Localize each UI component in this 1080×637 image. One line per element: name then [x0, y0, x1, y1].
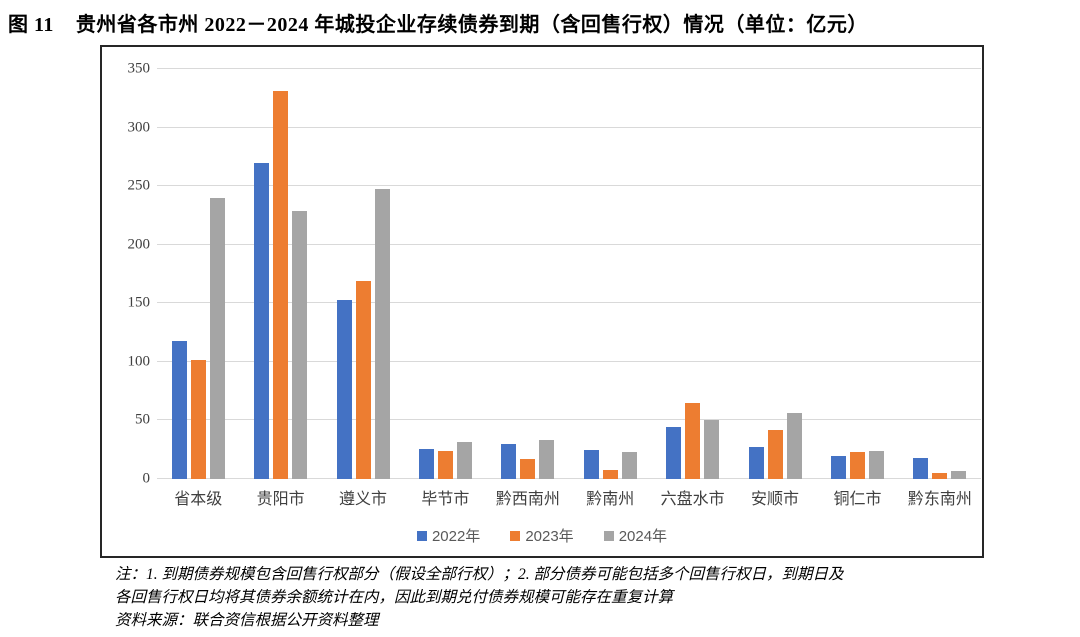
gridline-50 [157, 419, 981, 421]
bar-2023年-遵义市 [355, 281, 371, 479]
y-tick-0: 0 [142, 470, 151, 487]
legend-swatch-icon [416, 530, 427, 541]
y-tick-200: 200 [127, 236, 151, 253]
bar-2024年-省本级 [209, 197, 225, 479]
legend-swatch-icon [510, 530, 521, 541]
bar-2024年-六盘水市 [704, 420, 720, 479]
bar-2023年-铜仁市 [849, 452, 865, 479]
bar-2024年-毕节市 [456, 441, 472, 479]
x-tick-黔西南州: 黔西南州 [495, 491, 560, 508]
y-tick-350: 350 [127, 60, 151, 77]
bar-2024年-黔东南州 [951, 470, 967, 479]
legend-item-2023年: 2023年 [510, 525, 574, 546]
bar-2023年-省本级 [190, 359, 206, 479]
chart-notes: 注：1. 到期债券规模包含回售行权部分（假设全部行权）；2. 部分债券可能包括多… [115, 563, 1045, 632]
source-line: 资料来源：联合资信根据公开资料整理 [115, 612, 379, 629]
bar-group-10 [899, 69, 981, 479]
bar-group-4 [404, 69, 486, 479]
bar-group-5 [487, 69, 569, 479]
bar-2024年-黔南州 [621, 452, 637, 479]
bar-group-8 [734, 69, 816, 479]
x-tick-遵义市: 遵义市 [339, 491, 388, 508]
bar-2022年-贵阳市 [254, 162, 270, 479]
legend-label: 2023年 [525, 528, 574, 545]
chart-legend: 2022年 2023年 2024年 [102, 525, 982, 546]
legend-label: 2024年 [618, 528, 668, 545]
bar-2022年-安顺市 [748, 447, 764, 479]
figure-title: 图 11 贵州省各市州 2022－2024 年城投企业存续债券到期（含回售行权）情… [8, 8, 1074, 37]
bar-2024年-遵义市 [374, 188, 390, 479]
gridline-0 [157, 478, 981, 479]
gridline-200 [157, 243, 981, 245]
y-axis-labels: 0 50 100 150 200 250 300 350 [102, 61, 151, 487]
bar-group-2 [239, 69, 321, 479]
bar-group-1 [157, 69, 239, 479]
gridline-250 [157, 185, 981, 187]
y-tick-50: 50 [135, 411, 150, 428]
figure-number: 图 11 [8, 14, 54, 36]
bar-group-9 [816, 69, 898, 479]
x-tick-黔南州: 黔南州 [586, 491, 635, 508]
bar-2022年-遵义市 [336, 299, 352, 479]
bar-group-3 [322, 69, 404, 479]
bar-2024年-黔西南州 [539, 440, 555, 479]
bar-2022年-毕节市 [418, 448, 434, 479]
bar-group-6 [569, 69, 651, 479]
bar-2023年-毕节市 [437, 450, 453, 479]
gridline-350 [157, 68, 981, 69]
plot-area [157, 68, 981, 479]
y-tick-250: 250 [127, 177, 151, 194]
y-tick-300: 300 [127, 119, 151, 136]
gridline-150 [157, 302, 981, 304]
bar-2024年-铜仁市 [868, 450, 884, 479]
x-tick-毕节市: 毕节市 [421, 491, 470, 508]
figure-title-text: 贵州省各市州 2022－2024 年城投企业存续债券到期（含回售行权）情况（单位… [75, 14, 868, 36]
bar-2022年-铜仁市 [830, 455, 846, 479]
legend-swatch-icon [603, 530, 614, 541]
x-tick-六盘水市: 六盘水市 [660, 491, 725, 508]
gridline-300 [157, 126, 981, 128]
x-tick-安顺市: 安顺市 [751, 491, 800, 508]
y-tick-100: 100 [127, 353, 151, 370]
note-line-2: 各回售行权日均将其债券余额统计在内，因此到期兑付债券规模可能存在重复计算 [115, 589, 674, 606]
bar-2022年-六盘水市 [666, 427, 682, 479]
bar-groups [157, 69, 981, 479]
bar-2022年-省本级 [171, 340, 187, 479]
x-tick-贵阳市: 贵阳市 [256, 491, 305, 508]
bar-2022年-黔南州 [583, 449, 599, 479]
bar-2024年-贵阳市 [292, 210, 308, 479]
bar-2023年-六盘水市 [685, 402, 701, 479]
x-tick-省本级: 省本级 [174, 491, 223, 508]
bar-2023年-安顺市 [767, 429, 783, 479]
chart-frame: 0 50 100 150 200 250 300 350 省本级 贵阳市 遵义市 毕节市 黔西南州 黔南… [100, 45, 984, 558]
y-tick-150: 150 [127, 294, 151, 311]
legend-label: 2022年 [431, 528, 481, 545]
legend-item-2022年: 2022年 [416, 525, 481, 546]
bar-2024年-安顺市 [786, 413, 802, 479]
note-line-1: 注：1. 到期债券规模包含回售行权部分（假设全部行权）；2. 部分债券可能包括多… [115, 566, 844, 583]
bar-2023年-贵阳市 [273, 91, 289, 479]
bar-2022年-黔西南州 [501, 443, 517, 479]
legend-item-2024年: 2024年 [603, 525, 668, 546]
x-tick-铜仁市: 铜仁市 [833, 491, 882, 508]
x-tick-黔东南州: 黔东南州 [907, 491, 972, 508]
gridline-100 [157, 360, 981, 362]
bar-2023年-黔南州 [602, 469, 618, 479]
x-axis-labels: 省本级 贵阳市 遵义市 毕节市 黔西南州 黔南州 六盘水市 安顺市 铜仁市 黔东南州 [157, 485, 981, 509]
bar-2022年-黔东南州 [913, 457, 929, 479]
bar-group-7 [651, 69, 733, 479]
bar-2023年-黔西南州 [520, 459, 536, 479]
bar-2023年-黔东南州 [932, 473, 948, 479]
